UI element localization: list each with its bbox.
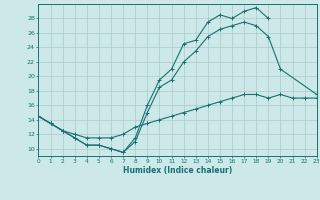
X-axis label: Humidex (Indice chaleur): Humidex (Indice chaleur) [123,166,232,175]
